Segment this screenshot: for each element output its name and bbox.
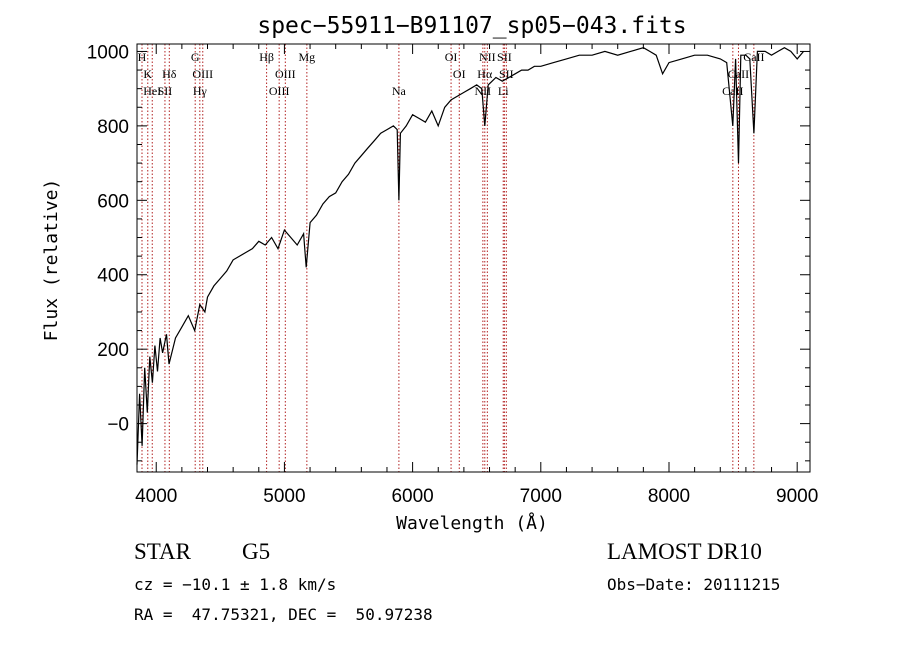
redshift-cz: cz = −10.1 ± 1.8 km/s <box>134 575 337 594</box>
ra-dec-coordinates: RA = 47.75321, DEC = 50.97238 <box>134 605 433 624</box>
line-label-12: Na <box>392 84 407 98</box>
line-label-10: OIII <box>275 67 296 81</box>
line-label-13: OI <box>445 50 458 64</box>
x-tick-label-8000: 8000 <box>648 486 690 507</box>
observation-date: Obs−Date: 20111215 <box>607 575 781 594</box>
x-tick-label-6000: 6000 <box>391 486 433 507</box>
x-axis-label: Wavelength (Å) <box>396 512 548 534</box>
line-label-16: Hα <box>477 67 493 81</box>
line-label-4: Hδ <box>162 67 177 81</box>
line-label-6: Hγ <box>193 84 208 98</box>
x-tick-label-9000: 9000 <box>776 486 818 507</box>
spectral-line-labels: HKHeISIIHδGHγOIIIHβOIIIOIIIMgNaOIOINIIHα… <box>138 50 765 98</box>
line-label-7: OIII <box>192 67 213 81</box>
line-label-1: K <box>143 67 152 81</box>
survey-name: LAMOST DR10 <box>607 539 762 564</box>
line-label-18: Li <box>498 84 509 98</box>
spectrum-line <box>136 47 805 465</box>
x-tick-label-4000: 4000 <box>135 486 177 507</box>
line-label-9: OIII <box>269 84 290 98</box>
line-label-3: SII <box>158 84 173 98</box>
y-axis-ticks: −0 200 400 600 800 1000 <box>87 42 810 462</box>
y-tick-label-600: 600 <box>97 191 129 212</box>
y-tick-label-400: 400 <box>97 266 129 287</box>
line-label-22: CaII <box>728 67 749 81</box>
y-tick-label-200: 200 <box>97 340 129 361</box>
object-class: STAR <box>134 539 191 564</box>
chart-title: spec−55911−B91107_sp05−043.fits <box>257 13 686 39</box>
line-label-19: SII <box>497 50 512 64</box>
x-tick-label-7000: 7000 <box>520 486 562 507</box>
y-tick-label-800: 800 <box>97 117 129 138</box>
line-label-8: Hβ <box>259 50 274 64</box>
line-label-21: CaII <box>722 84 743 98</box>
line-label-23: CaII <box>743 50 764 64</box>
line-label-5: G <box>191 50 200 64</box>
object-subclass: G5 <box>242 539 271 564</box>
line-label-0: H <box>138 50 147 64</box>
line-label-2: HeI <box>143 84 161 98</box>
line-label-11: Mg <box>299 50 316 64</box>
plot-frame <box>136 43 811 473</box>
x-axis-ticks: 4000 5000 6000 7000 8000 9000 <box>135 44 818 507</box>
y-tick-label-0: −0 <box>107 415 129 436</box>
x-tick-label-5000: 5000 <box>263 486 305 507</box>
line-label-14: OI <box>453 67 466 81</box>
spectral-line-markers <box>141 44 755 472</box>
y-tick-label-1000: 1000 <box>87 42 129 63</box>
line-label-17: NII <box>479 50 496 64</box>
y-axis-label: Flux (relative) <box>41 179 62 342</box>
